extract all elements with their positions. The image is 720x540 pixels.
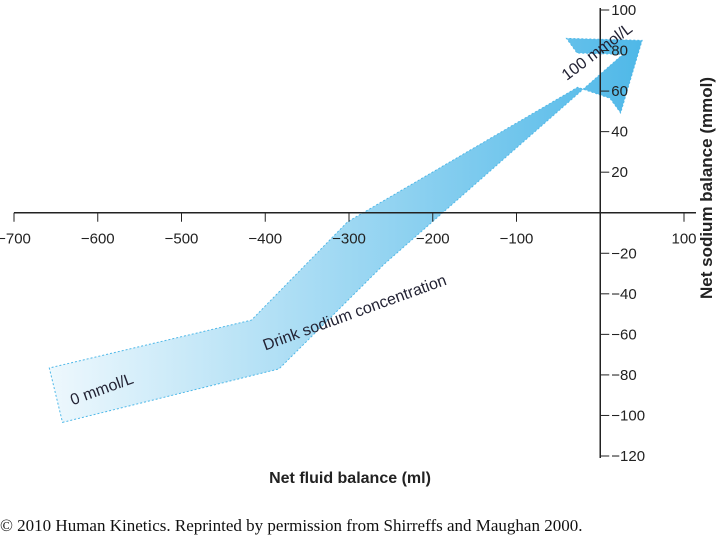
chart-canvas: −700 −600 −500 −400 −300 −200 −100 100 100 80 60 40…	[0, 2, 716, 487]
y-tick-label: −40	[611, 286, 636, 303]
y-tick-label: 100	[611, 2, 636, 19]
copyright-footer: © 2010 Human Kinetics. Reprinted by perm…	[0, 516, 583, 535]
x-tick-label: −500	[165, 231, 199, 248]
x-tick-label: −700	[0, 231, 31, 248]
x-tick-label: −400	[248, 231, 282, 248]
concentration-arrow	[48, 37, 643, 424]
x-tick-label: 100	[671, 231, 696, 248]
y-tick-label: −20	[611, 245, 636, 262]
y-tick-label: −100	[611, 407, 645, 424]
y-tick-label: −120	[611, 448, 645, 465]
x-tick-label: −100	[500, 231, 534, 248]
x-tick-label: −300	[332, 231, 366, 248]
y-tick-label: −60	[611, 326, 636, 343]
x-tick-label: −600	[81, 231, 115, 248]
y-tick-label: 40	[611, 124, 628, 141]
x-tick-label: −200	[416, 231, 450, 248]
x-axis-title: Net fluid balance (ml)	[269, 470, 431, 487]
y-tick-label: −80	[611, 367, 636, 384]
y-tick-label: 20	[611, 164, 628, 181]
y-tick-label: 80	[611, 43, 628, 60]
y-axis-title: Net sodium balance (mmol)	[697, 77, 716, 299]
y-tick-label: 60	[611, 83, 628, 100]
